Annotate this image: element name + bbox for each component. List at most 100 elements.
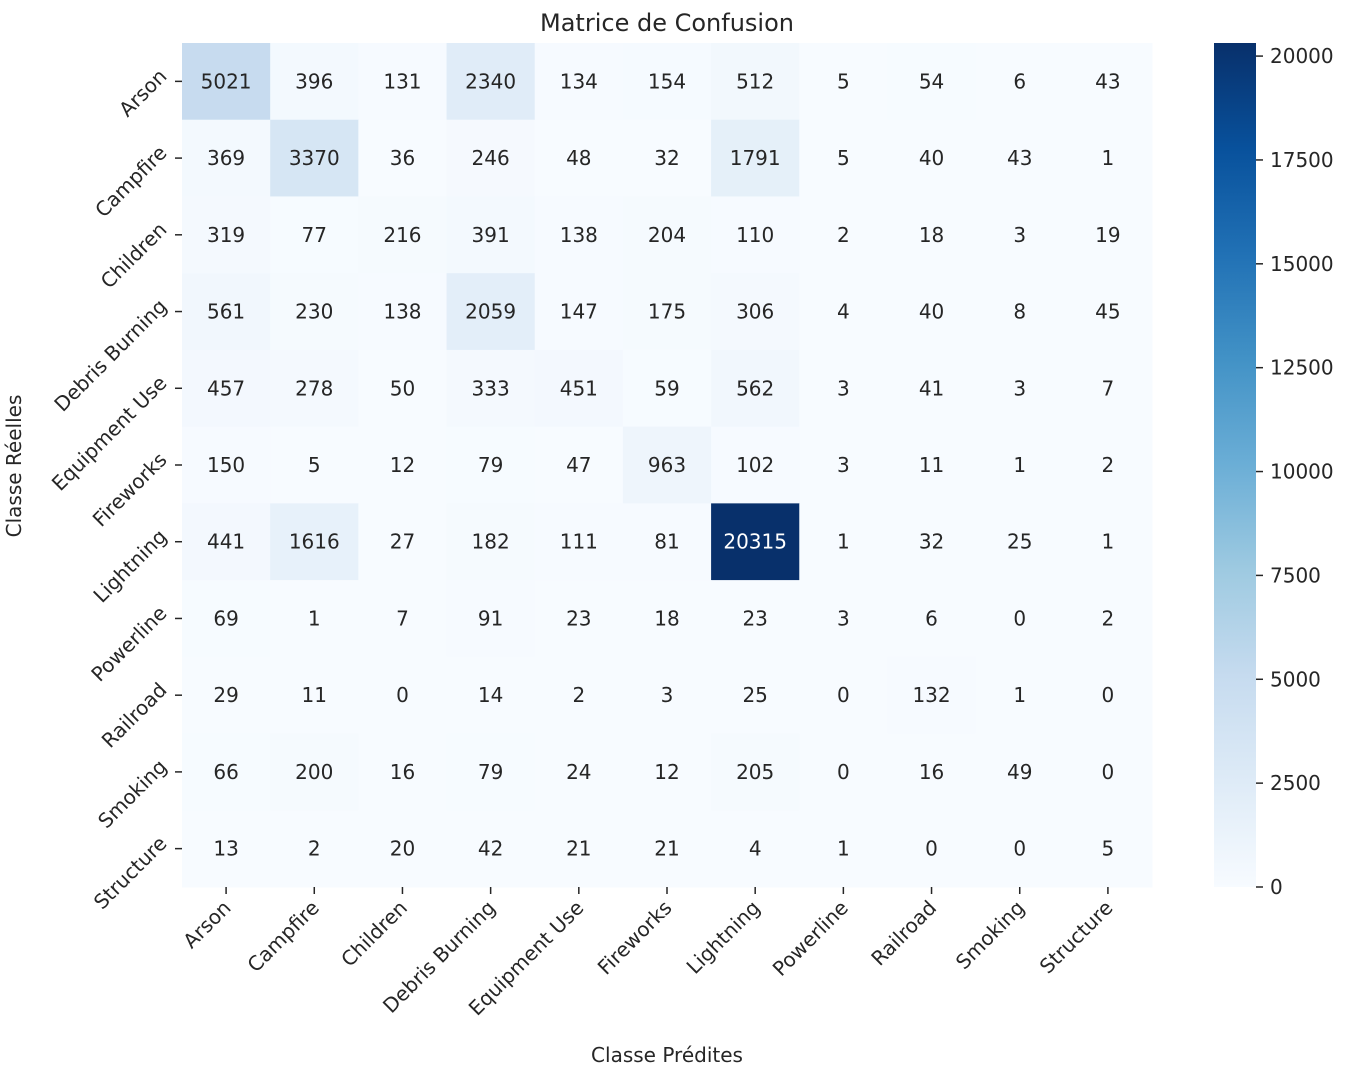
heatmap-cell xyxy=(358,349,448,428)
heatmap-cell xyxy=(534,349,624,428)
heatmap-cell xyxy=(534,119,624,197)
cell-value-label: 963 xyxy=(648,453,686,477)
heatmap-cell xyxy=(358,656,448,735)
cell-value-label: 49 xyxy=(1007,760,1032,784)
heatmap-cell xyxy=(446,580,536,658)
heatmap-cell xyxy=(1063,273,1153,351)
cell-value-label: 2 xyxy=(572,683,585,707)
heatmap-cell xyxy=(1063,580,1153,658)
cell-value-label: 12 xyxy=(654,760,679,784)
x-tick-label: Children xyxy=(336,896,412,972)
cell-value-label: 43 xyxy=(1095,69,1120,93)
heatmap-cell xyxy=(446,503,536,581)
heatmap-cell xyxy=(446,810,536,888)
cell-value-label: 110 xyxy=(736,223,774,247)
heatmap-cell xyxy=(711,733,800,811)
heatmap-cell xyxy=(887,196,977,274)
heatmap-cell xyxy=(182,196,271,274)
cell-value-label: 36 xyxy=(390,146,415,170)
heatmap-cell xyxy=(182,119,271,197)
heatmap-cell xyxy=(270,733,359,811)
cell-value-label: 0 xyxy=(837,760,850,784)
heatmap-cell xyxy=(975,580,1065,658)
x-tick-label: Railroad xyxy=(866,896,941,971)
heatmap-cell xyxy=(622,733,712,811)
heatmap-cell xyxy=(799,119,888,197)
heatmap-cell xyxy=(1063,43,1153,121)
heatmap-cell xyxy=(270,196,359,274)
cell-value-label: 3 xyxy=(1013,376,1026,400)
heatmap-cell xyxy=(887,503,977,581)
heatmap-cell xyxy=(799,733,888,811)
cell-value-label: 246 xyxy=(472,146,510,170)
cell-value-label: 0 xyxy=(837,683,850,707)
cell-value-label: 138 xyxy=(560,223,598,247)
cell-value-label: 0 xyxy=(1102,683,1115,707)
heatmap-cell xyxy=(358,580,448,658)
cell-value-label: 0 xyxy=(396,683,409,707)
cell-value-label: 216 xyxy=(383,223,421,247)
cell-value-label: 200 xyxy=(295,760,333,784)
cell-value-label: 3 xyxy=(1013,223,1026,247)
heatmap-cell xyxy=(446,656,536,735)
heatmap-cell xyxy=(182,733,271,811)
cell-value-label: 18 xyxy=(654,606,679,630)
heatmap-cell xyxy=(887,43,977,121)
cell-value-label: 562 xyxy=(736,376,774,400)
y-tick-label: Smoking xyxy=(93,754,171,832)
heatmap-cell xyxy=(358,196,448,274)
heatmap-cell xyxy=(975,349,1065,428)
heatmap-cell xyxy=(270,580,359,658)
heatmap-cell xyxy=(446,733,536,811)
chart-title: Matrice de Confusion xyxy=(540,9,794,37)
heatmap-cell xyxy=(799,349,888,428)
heatmap-cell xyxy=(270,503,359,581)
heatmap-cell xyxy=(975,196,1065,274)
heatmap-cell xyxy=(975,810,1065,888)
colorbar-tick-label: 10000 xyxy=(1270,460,1334,484)
heatmap-cell xyxy=(534,580,624,658)
heatmap-cell xyxy=(270,43,359,121)
cell-value-label: 54 xyxy=(919,69,944,93)
heatmap-cell xyxy=(711,503,800,581)
colorbar-tick-label: 15000 xyxy=(1270,252,1334,276)
heatmap-cell xyxy=(270,119,359,197)
heatmap-cell xyxy=(358,810,448,888)
heatmap-cell xyxy=(622,810,712,888)
heatmap-cell xyxy=(799,503,888,581)
cell-value-label: 41 xyxy=(919,376,944,400)
cell-value-label: 6 xyxy=(1013,69,1026,93)
cell-value-label: 45 xyxy=(1095,300,1120,324)
heatmap-cell xyxy=(270,656,359,735)
heatmap-cell xyxy=(799,580,888,658)
heatmap-cell xyxy=(446,349,536,428)
cell-value-label: 13 xyxy=(213,837,238,861)
colorbar-tick-label: 17500 xyxy=(1270,148,1334,172)
cell-value-label: 441 xyxy=(207,530,245,554)
cell-value-label: 3370 xyxy=(289,146,340,170)
heatmap-cell xyxy=(270,426,359,504)
heatmap-cell xyxy=(975,733,1065,811)
heatmap-cell xyxy=(711,349,800,428)
cell-value-label: 11 xyxy=(302,683,327,707)
cell-value-label: 5 xyxy=(837,69,850,93)
cell-value-label: 3 xyxy=(837,606,850,630)
heatmap-cell xyxy=(358,273,448,351)
cell-value-label: 66 xyxy=(213,760,238,784)
cell-value-label: 319 xyxy=(207,223,245,247)
heatmap-cell xyxy=(1063,733,1153,811)
heatmap-cell xyxy=(622,426,712,504)
cell-value-label: 27 xyxy=(390,530,415,554)
heatmap-cell xyxy=(622,196,712,274)
cell-value-label: 42 xyxy=(478,837,503,861)
cell-value-label: 0 xyxy=(1102,760,1115,784)
cell-value-label: 77 xyxy=(302,223,327,247)
cell-value-label: 43 xyxy=(1007,146,1032,170)
heatmap-cell xyxy=(1063,119,1153,197)
cell-value-label: 6 xyxy=(925,606,938,630)
heatmap-cell xyxy=(799,810,888,888)
cell-value-label: 3 xyxy=(837,453,850,477)
cell-value-label: 1 xyxy=(837,837,850,861)
cell-value-label: 4 xyxy=(837,300,850,324)
colorbar-tick-label: 5000 xyxy=(1270,667,1321,691)
